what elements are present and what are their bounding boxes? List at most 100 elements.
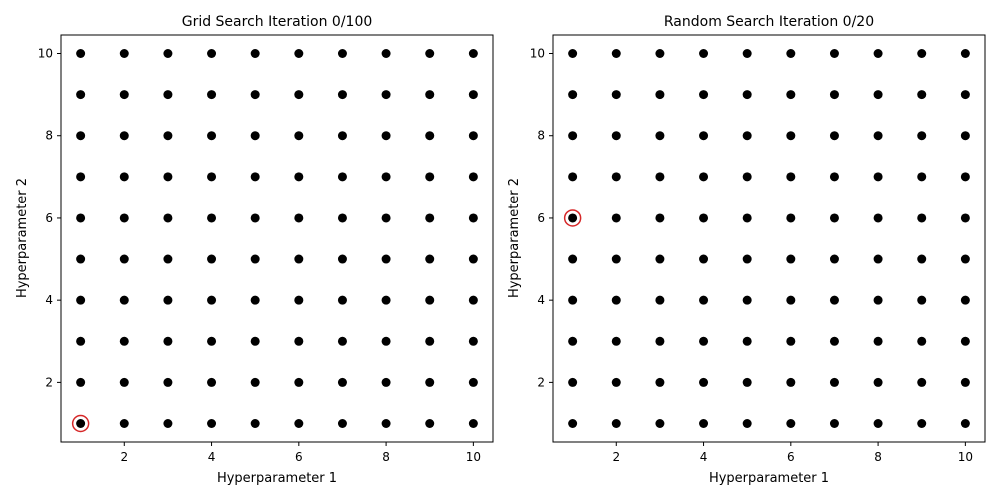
data-point bbox=[207, 419, 217, 428]
data-point bbox=[425, 336, 435, 346]
data-point bbox=[829, 254, 839, 264]
data-point bbox=[786, 295, 796, 305]
data-point bbox=[250, 49, 260, 58]
data-point bbox=[294, 172, 304, 182]
data-point bbox=[337, 172, 347, 182]
data-point bbox=[337, 49, 347, 58]
data-point bbox=[163, 172, 173, 182]
data-point bbox=[163, 377, 173, 387]
y-tick-label: 8 bbox=[537, 129, 545, 143]
data-points bbox=[563, 49, 970, 428]
data-point bbox=[786, 172, 796, 182]
data-point bbox=[163, 49, 173, 58]
data-point bbox=[960, 213, 970, 223]
data-point bbox=[294, 377, 304, 387]
y-axis-label: Hyperparameter 2 bbox=[507, 178, 522, 298]
data-point bbox=[425, 90, 435, 100]
data-point bbox=[786, 419, 796, 428]
data-point bbox=[960, 172, 970, 182]
data-point bbox=[425, 254, 435, 264]
data-point bbox=[960, 49, 970, 58]
data-point bbox=[611, 172, 621, 182]
y-tick-label: 4 bbox=[45, 293, 53, 307]
chart-title: Grid Search Iteration 0/100 bbox=[182, 14, 373, 30]
data-point bbox=[917, 90, 927, 100]
data-point bbox=[786, 49, 796, 58]
data-point bbox=[873, 295, 883, 305]
data-point bbox=[699, 419, 709, 428]
data-point bbox=[611, 49, 621, 58]
data-point bbox=[468, 172, 478, 182]
data-point bbox=[294, 419, 304, 428]
data-point bbox=[568, 254, 578, 264]
data-point bbox=[250, 295, 260, 305]
data-point bbox=[568, 49, 578, 58]
data-point bbox=[829, 377, 839, 387]
data-point bbox=[917, 377, 927, 387]
data-point bbox=[742, 172, 752, 182]
data-point bbox=[917, 419, 927, 428]
y-tick-label: 8 bbox=[45, 129, 53, 143]
data-point bbox=[829, 131, 839, 141]
data-point bbox=[655, 336, 665, 346]
y-tick-label: 6 bbox=[45, 211, 53, 225]
y-tick-label: 2 bbox=[45, 375, 53, 389]
data-point bbox=[425, 49, 435, 58]
data-point bbox=[655, 377, 665, 387]
data-point bbox=[742, 131, 752, 141]
x-tick-label: 4 bbox=[700, 450, 708, 464]
data-point bbox=[337, 213, 347, 223]
current-point-highlight bbox=[563, 209, 582, 227]
data-point bbox=[873, 49, 883, 58]
data-point bbox=[742, 295, 752, 305]
data-point bbox=[655, 213, 665, 223]
data-point bbox=[76, 254, 86, 264]
data-point bbox=[786, 213, 796, 223]
data-point bbox=[468, 377, 478, 387]
data-point bbox=[655, 254, 665, 264]
data-point bbox=[568, 172, 578, 182]
data-point bbox=[742, 377, 752, 387]
data-point bbox=[250, 254, 260, 264]
data-point bbox=[207, 336, 217, 346]
y-tick-label: 4 bbox=[537, 293, 545, 307]
data-point bbox=[119, 213, 129, 223]
x-tick-label: 4 bbox=[208, 450, 216, 464]
data-point bbox=[655, 295, 665, 305]
x-axis-ticks: 2 4 6 8 10 bbox=[612, 442, 973, 464]
data-point bbox=[742, 90, 752, 100]
data-point bbox=[381, 49, 391, 58]
y-axis-label: Hyperparameter 2 bbox=[15, 178, 30, 298]
data-point bbox=[829, 49, 839, 58]
data-point bbox=[294, 254, 304, 264]
data-point bbox=[381, 419, 391, 428]
data-point bbox=[655, 419, 665, 428]
data-point bbox=[425, 213, 435, 223]
data-point bbox=[207, 90, 217, 100]
data-point bbox=[568, 419, 578, 428]
data-point bbox=[468, 295, 478, 305]
data-point bbox=[119, 377, 129, 387]
data-point bbox=[337, 336, 347, 346]
x-axis-ticks: 2 4 6 8 10 bbox=[120, 442, 481, 464]
data-point bbox=[76, 131, 86, 141]
data-point bbox=[786, 254, 796, 264]
data-point bbox=[742, 336, 752, 346]
data-point bbox=[163, 419, 173, 428]
plot-frame bbox=[552, 34, 986, 443]
data-point bbox=[294, 336, 304, 346]
data-point bbox=[381, 213, 391, 223]
data-point bbox=[786, 131, 796, 141]
data-point bbox=[119, 90, 129, 100]
data-point bbox=[163, 254, 173, 264]
data-point bbox=[76, 295, 86, 305]
data-point bbox=[76, 213, 86, 223]
data-point bbox=[655, 172, 665, 182]
data-points bbox=[71, 49, 478, 433]
data-point bbox=[917, 131, 927, 141]
data-point bbox=[381, 90, 391, 100]
data-point bbox=[425, 172, 435, 182]
data-point bbox=[611, 419, 621, 428]
x-tick-label: 6 bbox=[787, 450, 795, 464]
